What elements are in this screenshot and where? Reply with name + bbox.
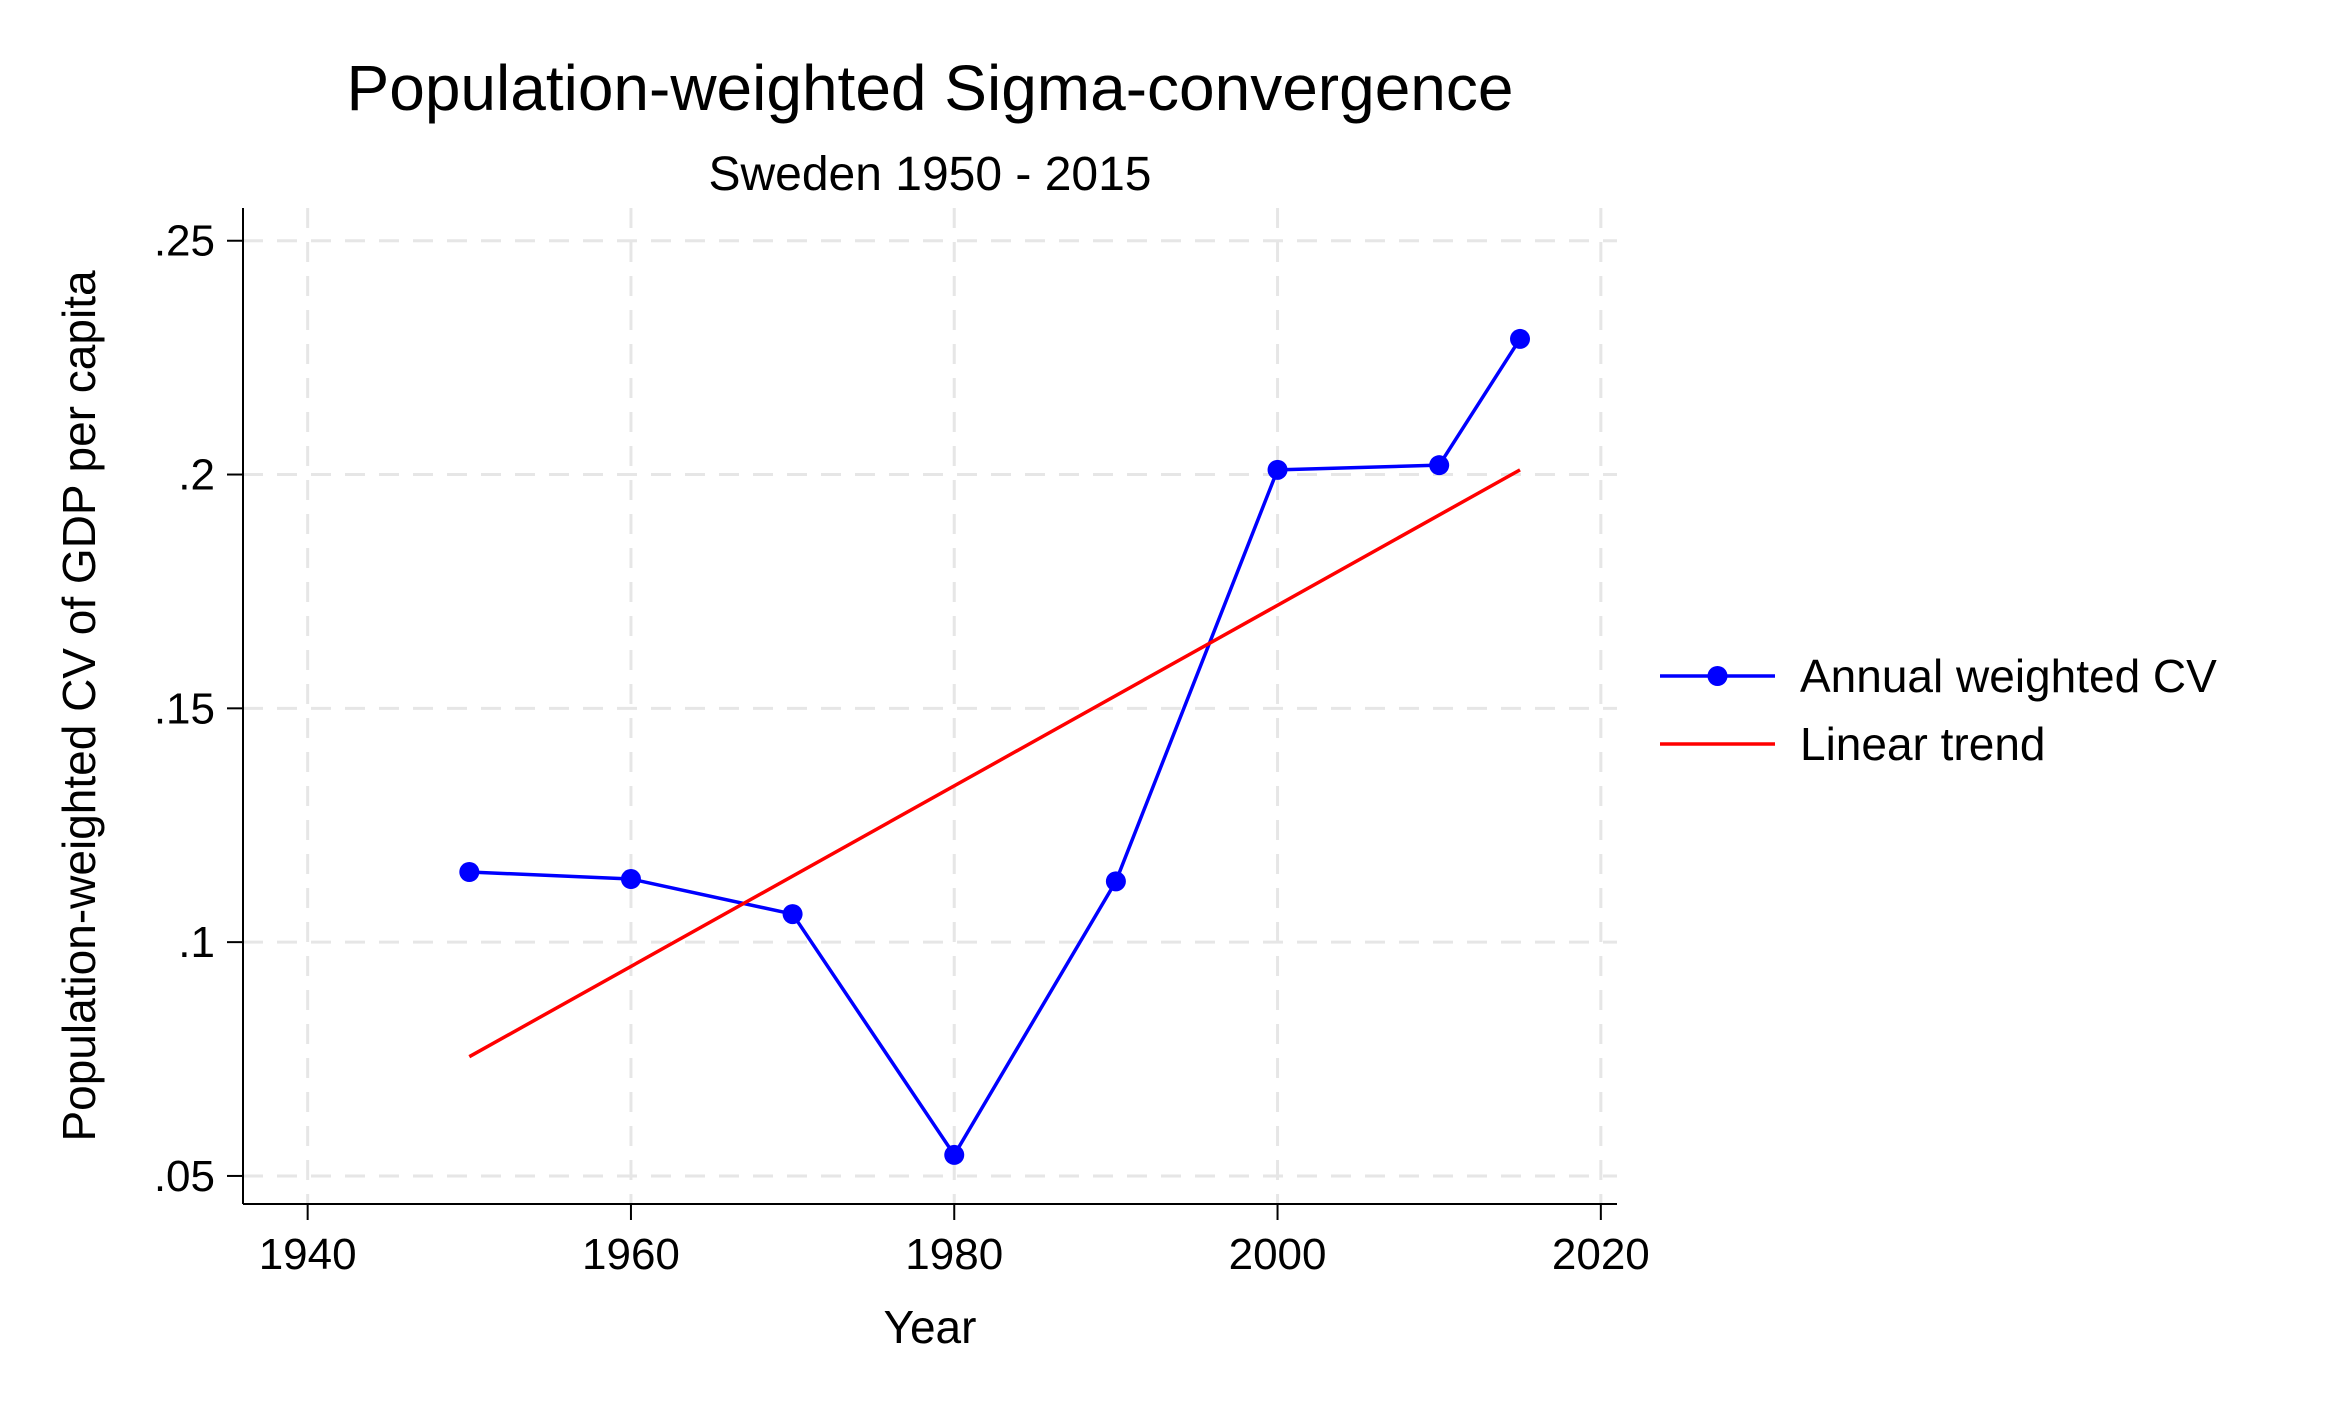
data-point-annual-weighted-cv-1950 xyxy=(459,862,480,882)
series xyxy=(459,328,1531,1165)
data-point-annual-weighted-cv-1960 xyxy=(620,869,641,890)
y-tick-label: .15 xyxy=(154,684,215,733)
y-tick-label: .25 xyxy=(154,217,215,266)
axes: 1940 1960 1980 2000 2020 .05 .1 .15 .2 .25 xyxy=(154,208,1650,1279)
data-point-annual-weighted-cv-1970 xyxy=(782,904,803,925)
grid xyxy=(243,208,1617,1204)
legend-label-linear-trend: Linear trend xyxy=(1800,718,2046,770)
series-line-linear-trend xyxy=(468,468,1521,1059)
y-tick-label: .2 xyxy=(178,451,215,500)
data-point-annual-weighted-cv-1980 xyxy=(944,1144,965,1165)
x-tick-label: 1940 xyxy=(259,1230,357,1279)
x-tick-label: 2000 xyxy=(1229,1230,1327,1279)
legend: Annual weighted CV Linear trend xyxy=(1660,650,2217,770)
data-point-annual-weighted-cv-2000 xyxy=(1267,459,1288,480)
chart-title: Population-weighted Sigma-convergence xyxy=(347,52,1514,124)
series-line-annual-weighted-cv xyxy=(469,337,1522,1157)
x-axis-title: Year xyxy=(884,1301,977,1353)
x-tick-label: 2020 xyxy=(1552,1230,1650,1279)
y-axis-title: Population-weighted CV of GDP per capita xyxy=(53,270,105,1142)
data-point-annual-weighted-cv-1990 xyxy=(1105,871,1126,892)
legend-marker-annual-weighted-cv xyxy=(1707,666,1728,686)
data-point-annual-weighted-cv-2015 xyxy=(1510,328,1531,349)
chart-subtitle: Sweden 1950 - 2015 xyxy=(708,148,1151,201)
y-tick-label: .05 xyxy=(154,1152,215,1201)
data-point-annual-weighted-cv-2010 xyxy=(1429,455,1450,476)
x-tick-label: 1960 xyxy=(582,1230,680,1279)
legend-label-annual-weighted-cv: Annual weighted CV xyxy=(1800,650,2217,702)
y-tick-label: .1 xyxy=(178,918,215,967)
x-tick-label: 1980 xyxy=(905,1230,1003,1279)
